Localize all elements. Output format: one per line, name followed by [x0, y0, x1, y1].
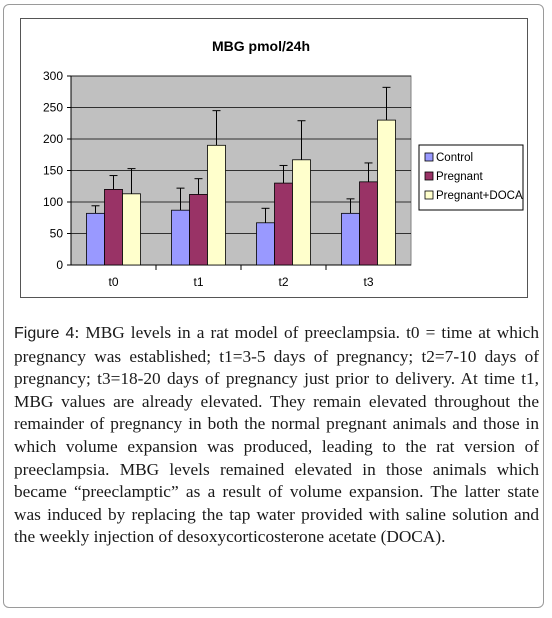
- bar: [171, 209, 190, 266]
- y-tick-label: 0: [56, 258, 63, 272]
- figure-caption: Figure 4: MBG levels in a rat model of p…: [14, 322, 539, 549]
- legend: [418, 144, 524, 211]
- x-tick-label: t2: [278, 275, 288, 289]
- bar: [377, 119, 396, 266]
- x-tick-label: t1: [193, 275, 203, 289]
- legend-label: Pregnant+DOCA: [436, 190, 523, 202]
- bar: [256, 222, 275, 266]
- caption-label: Figure 4: [14, 325, 75, 342]
- x-tick-label: t3: [363, 275, 373, 289]
- y-tick-label: 150: [43, 164, 63, 178]
- bar: [104, 188, 123, 266]
- bar: [207, 144, 226, 266]
- legend-label: Pregnant: [436, 171, 483, 183]
- legend-label: Control: [436, 152, 473, 164]
- chart-title: MBG pmol/24h: [212, 38, 310, 54]
- bar: [122, 193, 141, 266]
- bar: [292, 159, 311, 266]
- y-tick-label: 250: [43, 101, 63, 115]
- bar-chart: MBG pmol/24h 0 50 100 150 200 250 300 t0 t1 t2 t3 Co…: [43, 38, 524, 289]
- x-tick-label: t0: [108, 275, 118, 289]
- bar: [274, 182, 293, 266]
- bar: [359, 181, 378, 266]
- legend-swatch: [424, 152, 434, 162]
- y-tick-label: 300: [43, 69, 63, 83]
- chart-area: MBG pmol/24h 0 50 100 150 200 250 300 t0 t1 t2 t3 Co…: [20, 18, 528, 298]
- bar: [341, 212, 360, 266]
- legend-swatch: [424, 171, 434, 181]
- y-tick-label: 100: [43, 195, 63, 209]
- legend-swatch: [424, 190, 434, 200]
- bar: [189, 194, 208, 266]
- figure-frame: [3, 4, 544, 608]
- y-tick-label: 50: [50, 227, 64, 241]
- bar: [86, 212, 105, 266]
- y-tick-label: 200: [43, 132, 63, 146]
- caption-text: : MBG levels in a rat model of preeclamp…: [14, 323, 539, 547]
